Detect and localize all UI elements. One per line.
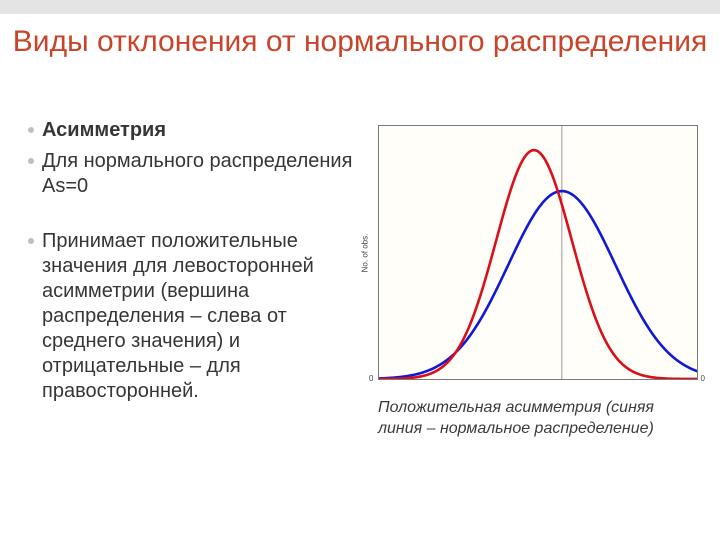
chart-svg xyxy=(379,126,697,379)
bullet-text: Для нормального распределения As=0 xyxy=(42,149,358,199)
chart-caption: Положительная асимметрия (синяя линия – … xyxy=(378,398,688,440)
top-band xyxy=(0,0,720,14)
distribution-chart: No. of obs. 0 0 xyxy=(378,125,698,380)
y-axis-label: No. of obs. xyxy=(361,233,370,272)
slide: Виды отклонения от нормального распредел… xyxy=(0,0,720,540)
bullet-text: Принимает положительные значения для лев… xyxy=(42,229,358,404)
slide-title: Виды отклонения от нормального распредел… xyxy=(0,24,720,60)
spacer xyxy=(28,205,358,229)
bullet-1: Асимметрия xyxy=(28,118,358,143)
bullet-text: Асимметрия xyxy=(42,118,166,143)
bullet-dot xyxy=(28,158,34,164)
y-tick-zero-right: 0 xyxy=(701,374,705,383)
body-text-block: Асимметрия Для нормального распределения… xyxy=(28,118,358,410)
bullet-3: Принимает положительные значения для лев… xyxy=(28,229,358,404)
y-tick-zero: 0 xyxy=(369,374,373,383)
bullet-dot xyxy=(28,238,34,244)
bullet-2: Для нормального распределения As=0 xyxy=(28,149,358,199)
bullet-dot xyxy=(28,127,34,133)
